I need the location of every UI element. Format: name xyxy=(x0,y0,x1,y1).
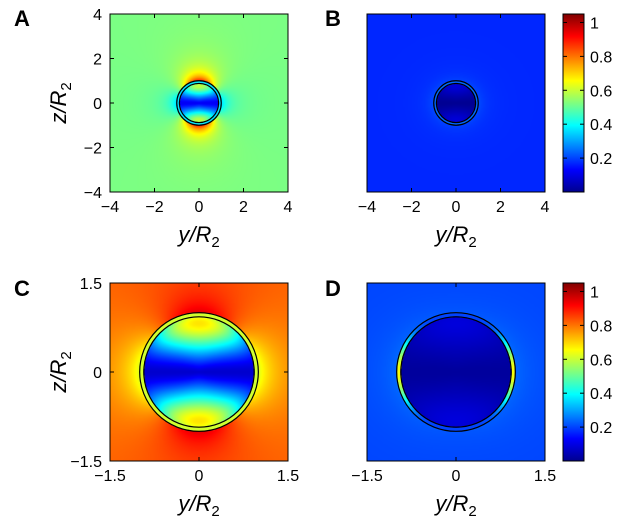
x-tick-label: −2 xyxy=(402,199,420,216)
x-axis-label: y/R2 xyxy=(176,491,219,520)
colorbar-tick-label: 0.6 xyxy=(590,83,612,100)
heatmap-image xyxy=(110,283,288,461)
x-tick-label: −4 xyxy=(101,199,119,216)
panel-letter-d: D xyxy=(325,276,341,301)
colorbar: 0.2 0.4 0.6 0.8 1 xyxy=(562,13,612,193)
y-tick-label: 4 xyxy=(93,7,102,24)
x-tick-label: −2 xyxy=(145,199,163,216)
panel-letter-c: C xyxy=(14,276,30,301)
heatmap-image xyxy=(367,283,545,461)
panel-letter-a: A xyxy=(14,6,30,31)
colorbar-tick-label: 0.2 xyxy=(590,420,612,437)
shell-outer-circle xyxy=(433,80,479,126)
x-axis-label: y/R2 xyxy=(433,222,476,251)
x-tick-label: 2 xyxy=(496,199,505,216)
colorbar-gradient xyxy=(562,282,585,462)
colorbar: 0.2 0.4 0.6 0.8 1 xyxy=(562,282,612,462)
colorbar-tick-label: 0.2 xyxy=(590,151,612,168)
heatmap-image xyxy=(110,14,288,192)
colorbar-tick-label: 0.8 xyxy=(590,49,612,66)
y-tick-label: −1.5 xyxy=(70,454,102,471)
y-axis-label: z/R2 xyxy=(46,351,75,393)
shell-inner-circle xyxy=(400,316,512,428)
x-tick-label: 1.5 xyxy=(277,468,299,485)
shell-outer-circle xyxy=(139,312,259,432)
x-tick-label: 0 xyxy=(452,468,461,485)
y-tick-label: 1.5 xyxy=(80,276,102,293)
x-tick-label: −1.5 xyxy=(351,468,383,485)
shell-outer-circle xyxy=(396,312,516,432)
colorbars-group: 0.2 0.4 0.6 0.8 1 0.2 0.4 0.6 0.8 1 xyxy=(562,13,612,462)
y-tick-label: −4 xyxy=(84,185,102,202)
panel-a: −4 −2 0 2 4 −4 −2 0 2 4 y/R2 z/R2 A xyxy=(14,6,293,251)
x-axis-label: y/R2 xyxy=(176,222,219,251)
x-tick-label: 4 xyxy=(541,199,550,216)
y-tick-label: −2 xyxy=(84,141,102,158)
shell-outer-circle xyxy=(176,80,222,126)
shell-inner-circle xyxy=(143,316,255,428)
panel-letter-b: B xyxy=(325,6,341,31)
shell-inner-circle xyxy=(435,82,477,124)
colorbar-gradient xyxy=(562,13,585,193)
colorbar-tick-label: 1 xyxy=(590,284,599,301)
colorbar-tick-label: 0.8 xyxy=(590,318,612,335)
y-tick-label: 0 xyxy=(93,365,102,382)
x-tick-label: 1.5 xyxy=(534,468,556,485)
shell-inner-circle xyxy=(178,82,220,124)
colorbar-tick-label: 0.4 xyxy=(590,117,612,134)
heatmap-image xyxy=(367,14,545,192)
panels-group: −4 −2 0 2 4 −4 −2 0 2 4 y/R2 z/R2 A −4 −2 0 2 4 y/R2 B −1.5 0… xyxy=(14,6,556,520)
x-tick-label: 0 xyxy=(452,199,461,216)
x-tick-label: 4 xyxy=(284,199,293,216)
y-tick-label: 0 xyxy=(93,96,102,113)
panel-d: −1.5 0 1.5 y/R2 D xyxy=(325,276,556,520)
x-tick-label: 2 xyxy=(239,199,248,216)
panel-c: −1.5 0 1.5 −1.5 0 1.5 y/R2 z/R2 C xyxy=(14,276,299,520)
x-tick-label: 0 xyxy=(195,468,204,485)
x-tick-label: 0 xyxy=(195,199,204,216)
colorbar-tick-label: 0.6 xyxy=(590,352,612,369)
x-axis-label: y/R2 xyxy=(433,491,476,520)
y-tick-label: 2 xyxy=(93,52,102,69)
x-tick-label: −1.5 xyxy=(94,468,126,485)
colorbar-tick-label: 1 xyxy=(590,15,599,32)
y-axis-label: z/R2 xyxy=(46,82,75,124)
x-tick-label: −4 xyxy=(358,199,376,216)
panel-b: −4 −2 0 2 4 y/R2 B xyxy=(325,6,550,251)
colorbar-tick-label: 0.4 xyxy=(590,386,612,403)
